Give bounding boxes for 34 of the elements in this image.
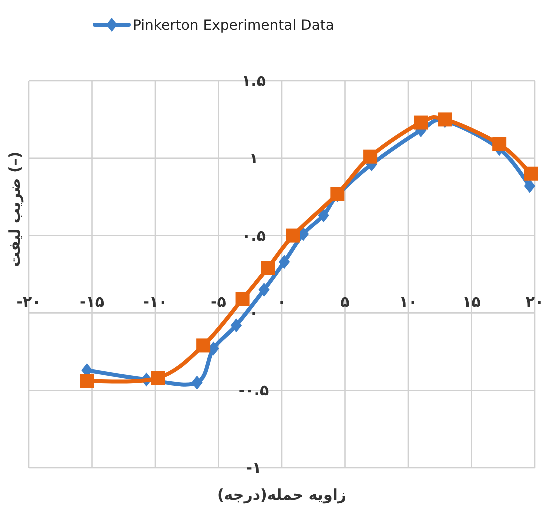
point — [414, 116, 428, 130]
y-tick-label: -۰.۵ — [238, 382, 270, 400]
x-tick-label: -۱۰ — [143, 293, 168, 312]
point — [261, 261, 276, 276]
y-tick-label: ۱.۵ — [242, 72, 266, 90]
point — [492, 137, 507, 152]
x-tick-label: -۱۵ — [80, 293, 105, 312]
point — [80, 374, 94, 388]
x-tick-label: ۰ — [277, 293, 287, 312]
legend-label: Pinkerton Experimental Data — [133, 18, 334, 34]
x-tick-label: ۱۵ — [462, 293, 481, 312]
x-tick-label: ۵ — [340, 293, 350, 312]
x-tick-label: ۱۰ — [399, 293, 418, 312]
point — [236, 292, 250, 306]
point — [196, 338, 211, 353]
legend: Pinkerton Experimental Data — [93, 18, 334, 34]
point — [364, 150, 378, 164]
x-axis-title: زاویه حمله(درجه) — [217, 486, 347, 504]
point — [524, 166, 538, 181]
point — [151, 371, 166, 386]
point — [192, 376, 203, 390]
point — [258, 282, 270, 297]
point — [286, 228, 300, 243]
y-axis-title: (–) ضریب لیفت — [6, 152, 24, 268]
point — [230, 318, 242, 333]
x-tick-label: -۵ — [211, 293, 226, 312]
y-tick-label: ۰.۵ — [242, 226, 266, 245]
point — [524, 179, 536, 194]
x-tick-label: ۲۰ — [526, 293, 544, 312]
x-tick-label: -۲۰ — [16, 293, 42, 312]
point — [278, 255, 290, 270]
y-tick-label: -۱ — [246, 459, 262, 477]
y-tick-label: ۱ — [249, 149, 259, 168]
point — [318, 208, 330, 223]
